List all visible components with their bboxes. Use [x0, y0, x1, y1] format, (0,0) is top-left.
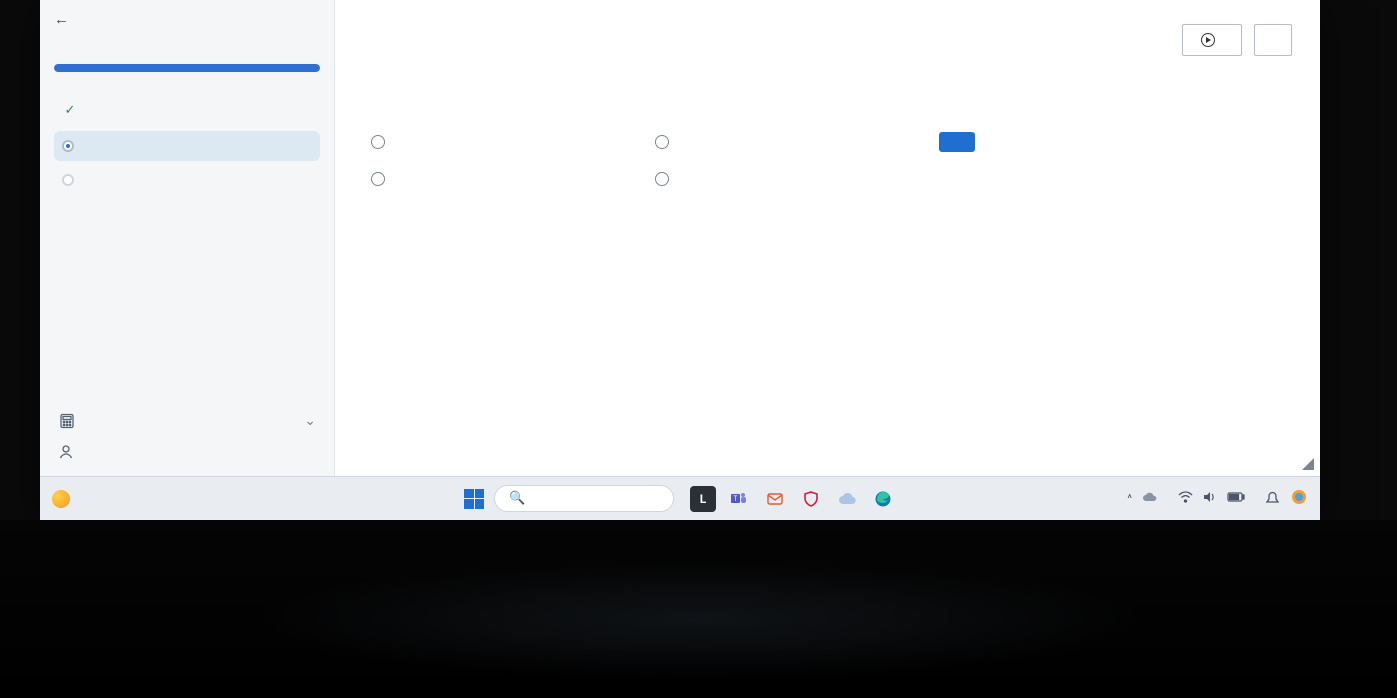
- search-icon: 🔍: [509, 491, 525, 506]
- notifications-icon[interactable]: [1265, 490, 1280, 508]
- taskbar-search[interactable]: 🔍: [494, 485, 674, 512]
- user-icon: [58, 444, 74, 464]
- edge-icon[interactable]: [870, 486, 896, 512]
- main-content: [335, 0, 1320, 476]
- teams-icon[interactable]: T: [726, 486, 752, 512]
- radio-icon: [371, 172, 385, 186]
- skill-item-3[interactable]: [54, 165, 320, 195]
- option-a[interactable]: [371, 135, 631, 149]
- mail-icon[interactable]: [762, 486, 788, 512]
- tray-overflow-icon[interactable]: ^: [1127, 492, 1132, 505]
- show-examples-button[interactable]: [1254, 24, 1292, 56]
- skill-item-1[interactable]: ✓: [54, 94, 320, 127]
- active-dot-icon: [62, 140, 74, 152]
- radio-icon: [655, 135, 669, 149]
- check-icon: ✓: [62, 103, 78, 118]
- onedrive-tray-icon[interactable]: [1142, 491, 1158, 506]
- system-tray: ^: [1127, 488, 1308, 509]
- option-c[interactable]: [371, 172, 631, 186]
- pending-dot-icon: [62, 174, 74, 186]
- start-button[interactable]: [464, 489, 484, 509]
- back-arrow-icon: ←: [54, 10, 69, 28]
- copilot-icon[interactable]: [1290, 488, 1308, 509]
- sun-icon: [52, 490, 70, 508]
- volume-icon[interactable]: [1203, 491, 1217, 506]
- play-icon: [1201, 33, 1215, 47]
- grade-progress-fill: [54, 64, 320, 72]
- radio-icon: [655, 172, 669, 186]
- cloud-icon[interactable]: [834, 486, 860, 512]
- option-b[interactable]: [655, 135, 915, 149]
- submit-answer-button[interactable]: [939, 132, 975, 152]
- taskbar-app-icon[interactable]: L: [690, 486, 716, 512]
- radio-icon: [371, 135, 385, 149]
- weather-widget[interactable]: [52, 490, 76, 508]
- calculator-icon: [58, 412, 76, 430]
- calculator-button[interactable]: ⌄: [54, 404, 320, 438]
- back-to-home-link[interactable]: ←: [54, 8, 320, 30]
- watch-video-button[interactable]: [1182, 24, 1242, 56]
- chevron-down-icon: ⌄: [304, 413, 316, 429]
- shield-icon[interactable]: [798, 486, 824, 512]
- taskbar: 🔍 L T: [40, 476, 1320, 520]
- user-profile[interactable]: [58, 444, 82, 464]
- wifi-icon[interactable]: [1178, 491, 1193, 506]
- resize-handle-icon[interactable]: [1302, 458, 1314, 470]
- skill-item-2[interactable]: [54, 131, 320, 161]
- option-d[interactable]: [655, 172, 915, 186]
- sidebar: ← ✓: [40, 0, 335, 476]
- search-input[interactable]: [533, 492, 659, 506]
- grade-progress: [54, 64, 320, 72]
- battery-icon[interactable]: [1227, 492, 1245, 505]
